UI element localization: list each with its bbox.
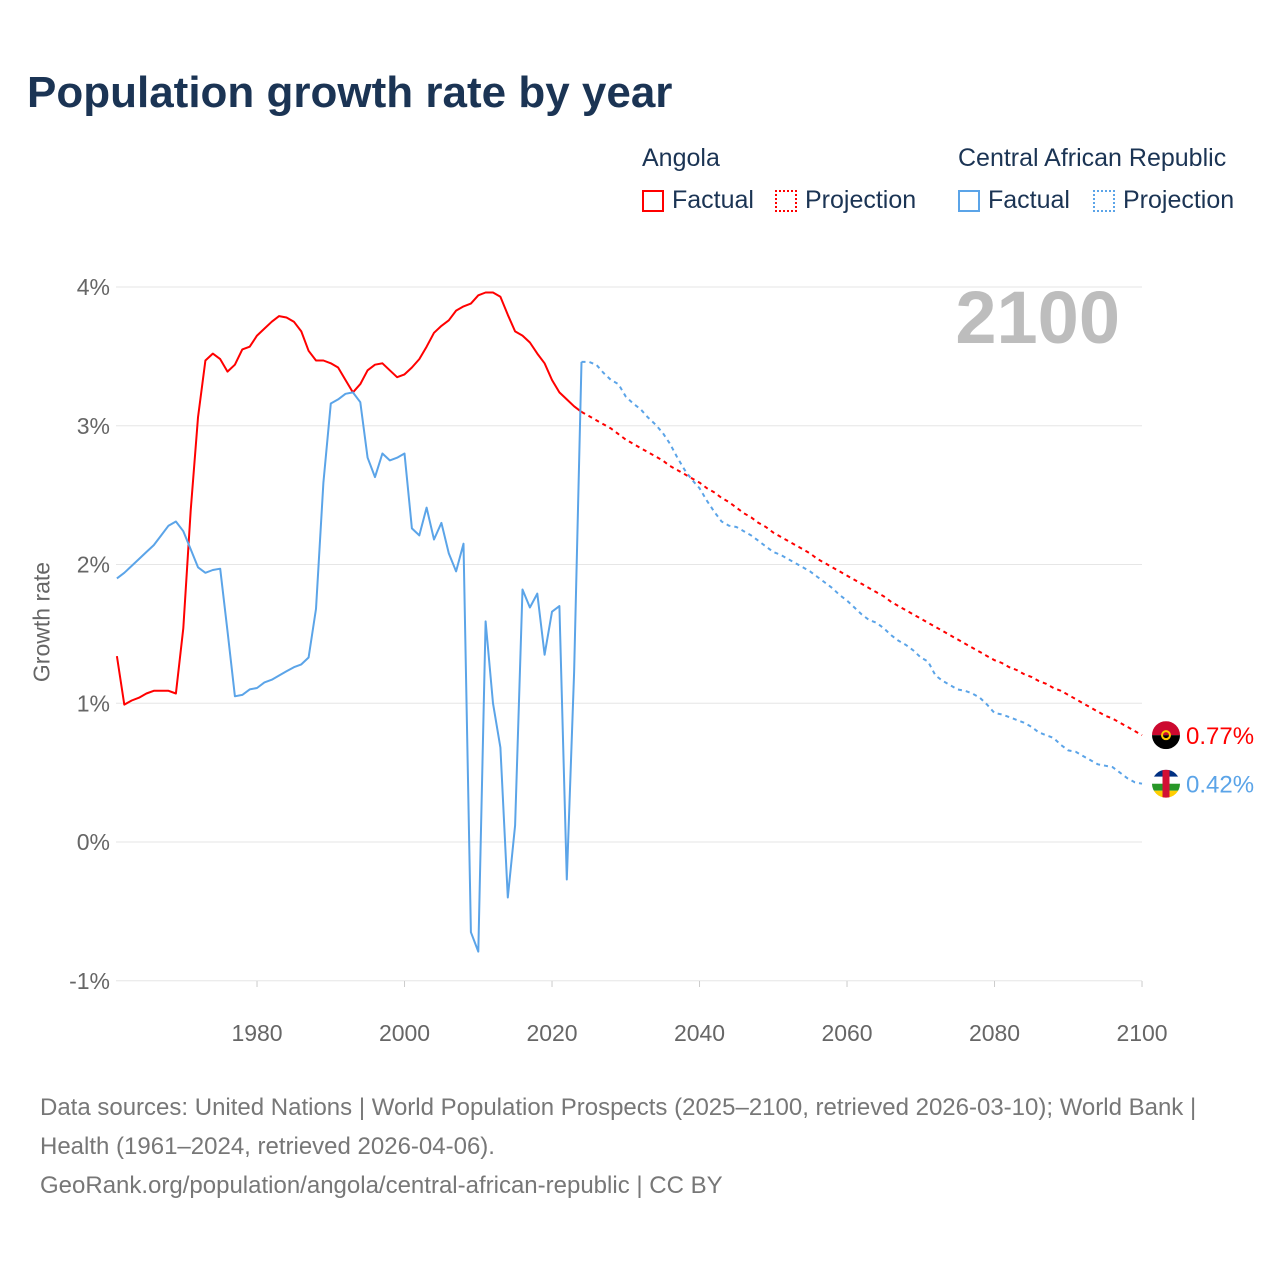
legend-label: Projection xyxy=(1123,186,1235,214)
y-tick-label: 2% xyxy=(77,552,110,578)
angola-factual-line xyxy=(115,291,583,706)
angola-end-label: 0.77% xyxy=(1186,723,1254,750)
y-tick-label: 3% xyxy=(77,413,110,439)
x-tick-label: 2040 xyxy=(674,1020,725,1046)
x-tick-label: 1980 xyxy=(231,1020,282,1046)
legend-swatch-solid xyxy=(958,189,980,212)
y-tick-label: 4% xyxy=(77,274,110,300)
y-tick-label: 1% xyxy=(77,690,110,716)
x-tick-label: 2020 xyxy=(526,1020,577,1046)
legend-item-angola-projection[interactable]: Projection xyxy=(775,186,916,215)
y-tick-label: -1% xyxy=(69,968,110,994)
legend-item-angola-factual[interactable]: Factual xyxy=(642,186,754,215)
car-flag-icon xyxy=(1152,769,1180,798)
legend-swatch-dotted xyxy=(775,189,797,212)
footer: Data sources: United Nations | World Pop… xyxy=(40,1088,1240,1205)
car-projection-line xyxy=(581,360,1143,785)
car-factual-line xyxy=(116,361,583,953)
legend-swatch-dotted xyxy=(1093,189,1115,212)
y-tick-label: 0% xyxy=(77,829,110,855)
chart-plot: -1% 0% 1% 2% 3% 4% 1980 2000 2020 2040 2060 2080 210… xyxy=(69,274,1254,1046)
attribution-link[interactable]: GeoRank.org/population/angola/central-af… xyxy=(40,1172,723,1199)
x-tick-label: 2080 xyxy=(969,1020,1020,1046)
legend-label: Factual xyxy=(672,186,754,214)
x-tick-label: 2060 xyxy=(821,1020,872,1046)
x-tick-label: 2000 xyxy=(379,1020,430,1046)
car-end-label: 0.42% xyxy=(1186,772,1254,799)
legend-label: Projection xyxy=(805,186,917,214)
chart-title: Population growth rate by year xyxy=(27,68,673,117)
legend-item-car-factual[interactable]: Factual xyxy=(958,186,1070,215)
data-sources: Data sources: United Nations | World Pop… xyxy=(40,1094,1197,1160)
legend-country-name: Central African Republic xyxy=(958,144,1227,172)
angola-flag-icon xyxy=(1152,721,1180,750)
angola-projection-line xyxy=(581,411,1143,737)
legend-country-name: Angola xyxy=(642,144,720,172)
legend-swatch-solid xyxy=(642,189,664,212)
legend-item-car-projection[interactable]: Projection xyxy=(1093,186,1234,215)
legend-label: Factual xyxy=(988,186,1070,214)
x-tick-label: 2100 xyxy=(1116,1020,1167,1046)
year-overlay: 2100 xyxy=(955,276,1120,359)
